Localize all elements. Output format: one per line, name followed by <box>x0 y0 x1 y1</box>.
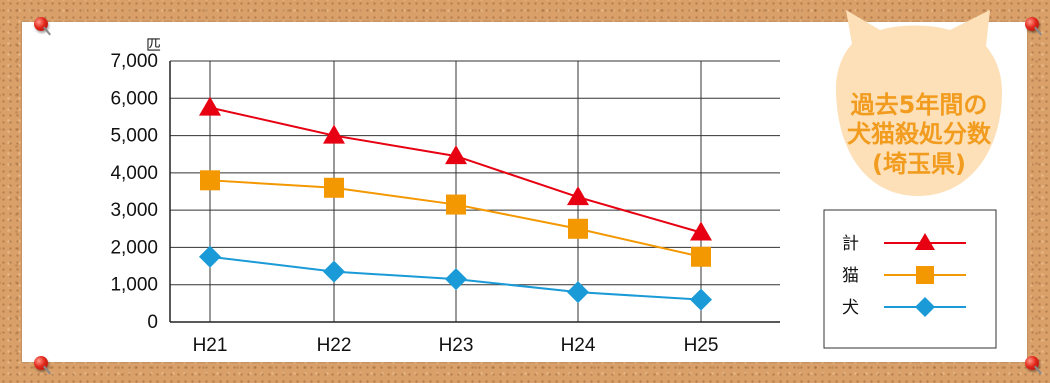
legend-label: 猫 <box>842 266 859 286</box>
plot-area <box>169 60 780 323</box>
data-point-square <box>691 246 711 267</box>
data-point-diamond <box>567 281 589 304</box>
data-point-triangle <box>690 221 712 241</box>
x-axis-ticks: H21 H22 H23 H24 H25 <box>193 335 719 356</box>
data-point-triangle <box>199 96 221 116</box>
chart-title-line-1: 過去5年間の <box>851 91 988 119</box>
y-axis-ticks: 0 1,000 2,000 3,000 4,000 5,000 6,000 7,000 <box>110 51 158 333</box>
y-tick-label: 7,000 <box>110 51 158 72</box>
data-point-diamond <box>690 288 712 311</box>
data-point-triangle <box>445 145 467 165</box>
series-group <box>199 96 712 311</box>
x-tick-label: H24 <box>561 335 596 356</box>
y-axis-unit: 匹 <box>146 36 161 54</box>
title-badge: 過去5年間の 犬猫殺処分数 (埼玉県) <box>836 10 1002 196</box>
legend-marker-diamond <box>915 297 935 317</box>
pushpin-icon <box>1025 356 1039 370</box>
pushpin-icon <box>34 356 48 370</box>
data-point-diamond <box>445 268 467 291</box>
x-tick-label: H23 <box>439 335 474 356</box>
legend-label: 計 <box>842 234 859 254</box>
data-point-square <box>200 170 220 191</box>
chart-title-line-2: 犬猫殺処分数 <box>847 120 992 148</box>
pushpin-icon <box>1025 17 1039 31</box>
x-tick-label: H22 <box>317 335 352 356</box>
legend-label: 犬 <box>842 298 859 318</box>
data-point-triangle <box>323 124 345 144</box>
y-tick-label: 1,000 <box>110 275 158 296</box>
data-point-square <box>568 218 588 239</box>
y-tick-label: 0 <box>147 312 158 333</box>
y-tick-label: 5,000 <box>110 126 158 147</box>
chart-title-line-3: (埼玉県) <box>872 150 966 178</box>
data-point-square <box>446 194 466 215</box>
legend-marker-triangle <box>915 233 935 250</box>
y-tick-label: 2,000 <box>110 237 158 258</box>
y-tick-label: 3,000 <box>110 200 158 221</box>
y-tick-label: 6,000 <box>110 88 158 109</box>
y-tick-label: 4,000 <box>110 163 158 184</box>
legend: 計猫犬 <box>823 209 997 349</box>
data-point-square <box>324 177 344 198</box>
x-tick-label: H21 <box>193 335 228 356</box>
data-point-diamond <box>323 260 345 283</box>
data-point-diamond <box>199 245 221 268</box>
pushpin-icon <box>34 17 48 31</box>
data-point-triangle <box>567 186 589 206</box>
legend-marker-square <box>916 266 934 284</box>
x-tick-label: H25 <box>684 335 719 356</box>
cat-head-shape <box>836 10 1002 196</box>
